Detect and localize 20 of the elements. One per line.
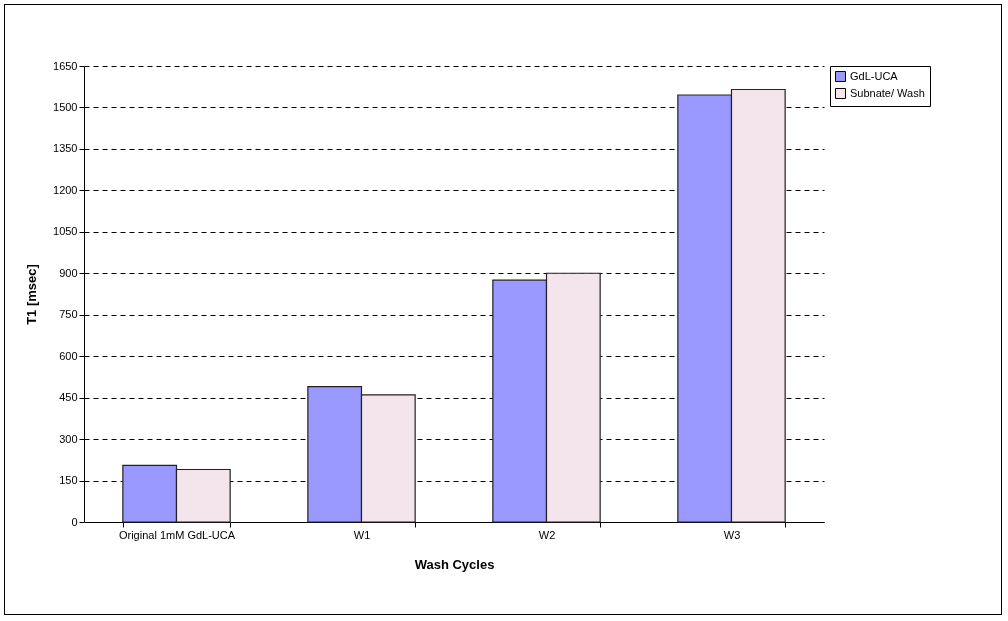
y-tick-label: 750 [59,308,78,321]
y-tick-label: 300 [59,432,78,445]
y-tick-label: 0 [71,515,78,528]
y-axis-title: T1 [msec] [24,264,40,325]
y-tick-label: 1650 [53,59,78,72]
x-tick-label: W3 [723,528,741,541]
y-tick-label: 150 [59,474,78,487]
x-tick-label: W2 [538,528,556,541]
y-tick-label: 1200 [53,183,78,196]
x-tick-label: Original 1mM GdL-UCA [118,528,236,541]
y-tick-label: 900 [59,266,78,279]
y-tick-label: 1350 [53,142,78,155]
y-tick-label: 450 [59,391,78,404]
legend-label: Subnate/ Wash [850,86,925,99]
y-tick-label: 1050 [53,225,78,238]
x-axis-title: Wash Cycles [414,556,495,572]
y-tick-label: 600 [59,349,78,362]
y-tick-label: 1500 [53,100,78,113]
x-tick-label: W1 [353,528,371,541]
legend-label: GdL-UCA [850,69,899,82]
